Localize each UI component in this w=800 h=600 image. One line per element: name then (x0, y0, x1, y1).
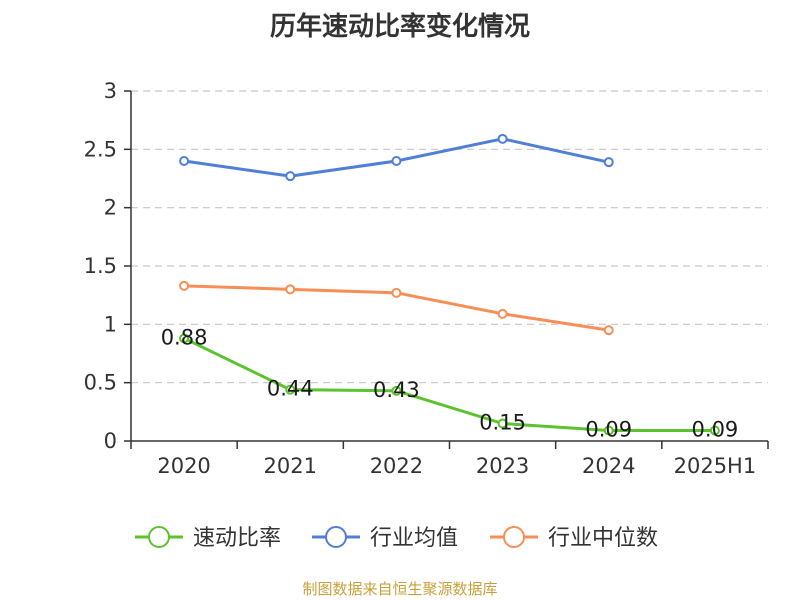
data-labels: 0.88 0.44 0.43 0.15 0.09 0.09 (161, 325, 739, 441)
data-point (709, 425, 720, 436)
x-tick-label: 2022 (370, 454, 423, 478)
data-point (603, 425, 614, 436)
data-point (497, 308, 508, 319)
data-label: 0.09 (692, 418, 739, 442)
legend-marker (325, 526, 347, 548)
y-tick-label: 2 (104, 196, 117, 220)
data-point (603, 157, 614, 168)
data-point (285, 284, 296, 295)
data-point (391, 287, 402, 298)
data-source-note: 制图数据来自恒生聚源数据库 (302, 580, 498, 598)
grid-lines (131, 90, 768, 384)
data-point (285, 384, 296, 395)
x-tick-label: 2024 (582, 454, 635, 478)
axes: 0 0.5 1 1.5 2 2.5 3 2020 2021 2022 2023 2024 2025H1 (84, 79, 769, 478)
y-tick-label: 3 (104, 79, 117, 103)
legend-label: 行业均值 (370, 526, 458, 551)
y-tick-label: 2.5 (84, 137, 117, 161)
y-tick-label: 0 (104, 429, 117, 453)
data-point (391, 156, 402, 166)
data-point (497, 133, 508, 144)
y-tick-label: 1 (104, 312, 117, 336)
series-layer (179, 133, 720, 436)
chart-title: 历年速动比率变化情况 (269, 12, 530, 42)
data-label: 0.43 (373, 378, 420, 402)
series-line-1 (183, 336, 715, 432)
data-label: 0.09 (585, 418, 632, 442)
data-label: 0.88 (161, 325, 208, 349)
y-tick-label: 1.5 (84, 254, 117, 278)
x-tick-label: 2025H1 (674, 454, 757, 478)
legend-marker (148, 526, 170, 548)
data-point (603, 325, 614, 336)
legend-label: 速动比率 (193, 526, 281, 551)
x-tick-label: 2020 (157, 454, 210, 478)
y-tick-label: 0.5 (84, 371, 117, 395)
data-point (391, 385, 402, 396)
legend-label: 行业中位数 (548, 526, 658, 551)
data-point (179, 333, 190, 344)
data-point (285, 171, 296, 182)
data-point (179, 280, 190, 291)
data-point (179, 156, 190, 166)
legend-marker (503, 526, 525, 548)
legend: 速动比率 行业均值 行业中位数 (135, 526, 658, 551)
x-tick-label: 2021 (264, 454, 317, 478)
data-label: 0.15 (479, 411, 526, 435)
data-point (497, 418, 508, 429)
x-tick-label: 2023 (476, 454, 529, 478)
data-label: 0.44 (267, 377, 314, 401)
